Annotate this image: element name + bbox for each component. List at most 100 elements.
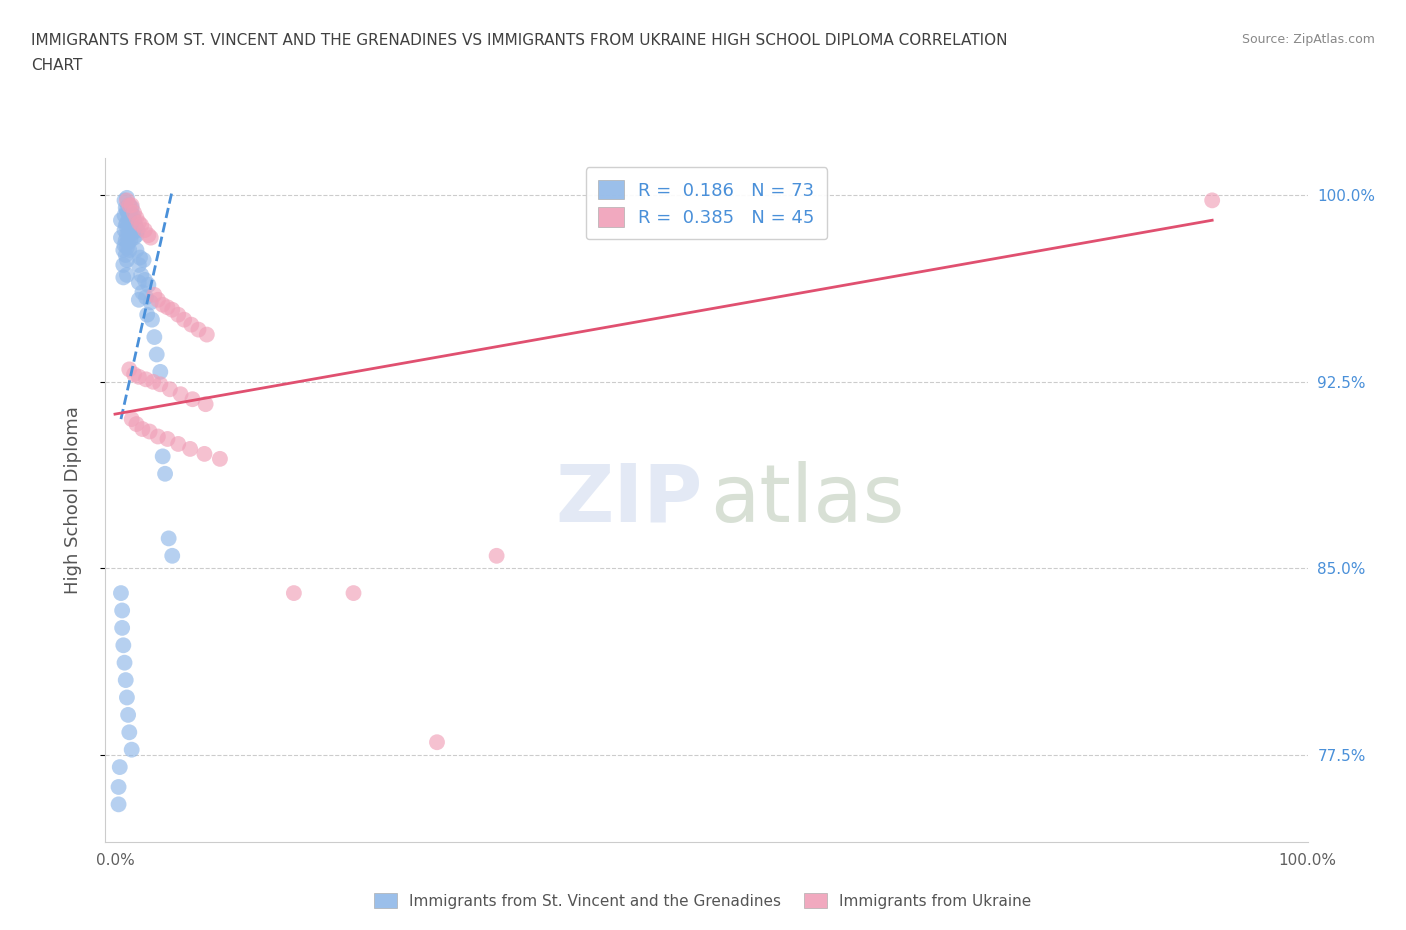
Point xyxy=(114,223,136,238)
Point xyxy=(107,779,129,794)
Point xyxy=(173,312,195,327)
Point xyxy=(156,432,179,446)
Text: Source: ZipAtlas.com: Source: ZipAtlas.com xyxy=(1241,33,1375,46)
Point xyxy=(135,290,157,305)
Text: CHART: CHART xyxy=(31,58,83,73)
Point xyxy=(146,429,169,444)
Point xyxy=(125,210,148,225)
Point xyxy=(112,270,135,285)
Point xyxy=(195,327,218,342)
Point xyxy=(114,247,136,262)
Point xyxy=(115,690,138,705)
Point xyxy=(124,218,146,232)
Point xyxy=(111,620,134,635)
Point xyxy=(122,207,145,222)
Point xyxy=(112,638,135,653)
Point xyxy=(152,298,174,312)
Point xyxy=(159,382,181,397)
Point xyxy=(112,258,135,272)
Point xyxy=(138,277,160,292)
Point xyxy=(117,220,139,235)
Point xyxy=(114,207,136,222)
Point xyxy=(122,367,145,382)
Point xyxy=(149,377,172,392)
Point xyxy=(180,317,202,332)
Point xyxy=(143,329,166,344)
Point xyxy=(193,446,215,461)
Point xyxy=(167,436,190,451)
Point xyxy=(145,347,167,362)
Point xyxy=(139,295,162,310)
Point xyxy=(128,292,150,307)
Point xyxy=(115,191,138,206)
Point xyxy=(114,656,136,671)
Point xyxy=(117,708,139,723)
Point xyxy=(107,797,129,812)
Point xyxy=(120,232,142,247)
Point xyxy=(122,225,145,240)
Point xyxy=(121,412,143,427)
Point xyxy=(129,250,152,265)
Point xyxy=(157,531,180,546)
Point xyxy=(122,206,145,220)
Point xyxy=(115,228,138,243)
Point xyxy=(134,223,156,238)
Point xyxy=(426,735,449,750)
Point xyxy=(111,603,134,618)
Point xyxy=(135,372,157,387)
Point xyxy=(1201,193,1223,207)
Point xyxy=(118,225,141,240)
Point xyxy=(131,285,153,299)
Y-axis label: High School Diploma: High School Diploma xyxy=(63,405,82,594)
Point xyxy=(136,307,159,322)
Point xyxy=(128,215,150,230)
Point xyxy=(110,213,132,228)
Point xyxy=(129,218,152,232)
Point xyxy=(485,549,508,564)
Point xyxy=(117,206,139,220)
Point xyxy=(131,421,153,436)
Point xyxy=(132,253,155,268)
Point xyxy=(118,362,141,377)
Point xyxy=(114,200,136,215)
Point xyxy=(118,198,141,213)
Point xyxy=(283,586,305,601)
Point xyxy=(110,586,132,601)
Point xyxy=(342,586,364,601)
Point xyxy=(139,231,162,246)
Point xyxy=(208,451,231,466)
Point xyxy=(117,235,139,250)
Point xyxy=(152,449,174,464)
Point xyxy=(115,215,138,230)
Point xyxy=(125,228,148,243)
Point xyxy=(112,243,135,258)
Point xyxy=(118,210,141,225)
Point xyxy=(122,213,145,228)
Point xyxy=(110,231,132,246)
Point xyxy=(143,287,166,302)
Point xyxy=(121,215,143,230)
Point xyxy=(194,397,217,412)
Legend: Immigrants from St. Vincent and the Grenadines, Immigrants from Ukraine: Immigrants from St. Vincent and the Gren… xyxy=(368,886,1038,915)
Point xyxy=(120,218,142,232)
Point xyxy=(187,322,209,337)
Point xyxy=(114,218,136,232)
Point xyxy=(128,258,150,272)
Point xyxy=(115,253,138,268)
Point xyxy=(141,312,163,327)
Point xyxy=(162,302,183,317)
Point xyxy=(108,760,131,775)
Point xyxy=(167,307,190,322)
Point xyxy=(114,232,136,247)
Point xyxy=(125,243,148,258)
Point xyxy=(122,231,145,246)
Point xyxy=(121,200,143,215)
Point xyxy=(114,193,136,207)
Point xyxy=(125,417,148,432)
Point xyxy=(138,228,160,243)
Point xyxy=(179,442,201,457)
Point xyxy=(162,549,183,564)
Point xyxy=(181,392,204,406)
Point xyxy=(128,275,150,290)
Point xyxy=(121,198,143,213)
